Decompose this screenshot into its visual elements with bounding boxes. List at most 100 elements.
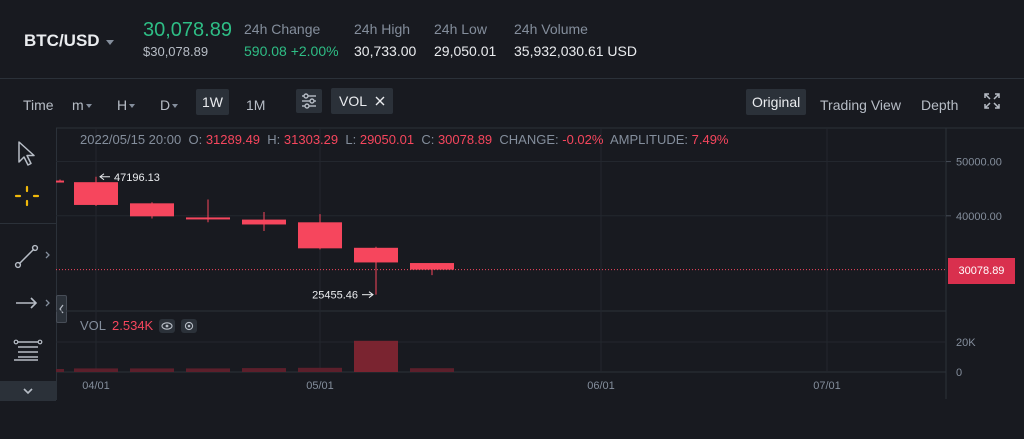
pointer-tool[interactable] (0, 132, 56, 172)
annotation-label: 47196.13 (114, 172, 160, 184)
arrow-tool[interactable] (0, 283, 56, 323)
sidebar-divider (0, 223, 56, 224)
high-value: 31303.29 (283, 132, 339, 147)
annotations: 47196.13 25455.46 (99, 172, 374, 302)
vol-tick-label: 20K (956, 337, 976, 349)
vol-indicator-chip[interactable]: VOL (331, 88, 394, 114)
stat-value: 35,932,030.61 USD (514, 43, 637, 59)
volume-bars (56, 340, 454, 372)
view-trading-view[interactable]: Trading View (820, 97, 901, 113)
interval-minute-label: m (72, 97, 84, 113)
low-value: 29050.01 (359, 132, 415, 147)
vol-chip-label: VOL (339, 93, 368, 109)
stat-24h-volume: 24h Volume 35,932,030.61 USD (514, 21, 637, 59)
stat-24h-change: 24h Change 590.08 +2.00% (244, 21, 339, 59)
y-tick-label: 50000.00 (956, 157, 1002, 169)
volume-bar (186, 368, 230, 372)
interval-hour-label: H (117, 97, 128, 113)
current-price-tag: 30078.89 (948, 258, 1015, 284)
volume-bar (74, 368, 118, 372)
change-value: -0.02% (562, 132, 604, 147)
close-value: 30078.89 (437, 132, 493, 147)
interval-time[interactable]: Time (23, 97, 54, 113)
crosshair-tool[interactable] (0, 176, 56, 216)
interval-hour-dropdown[interactable]: H (117, 93, 136, 117)
chevron-down-icon (23, 388, 33, 395)
sidebar-collapse-handle[interactable] (56, 295, 67, 323)
change-label: CHANGE: (499, 132, 559, 147)
volume-label: VOL (80, 318, 107, 333)
volume-bar (130, 368, 174, 372)
candles (56, 176, 454, 295)
open-value: 31289.49 (205, 132, 261, 147)
high-label: H: (267, 132, 281, 147)
annotation-label: 25455.46 (312, 290, 358, 302)
annotation-arrowhead (368, 291, 374, 299)
trendline-tool[interactable] (0, 236, 56, 276)
cursor-arrow-icon (18, 141, 35, 166)
crosshair-icon (14, 185, 40, 207)
interval-day-label: D (160, 97, 171, 113)
indicator-settings-button[interactable] (296, 89, 322, 113)
chevron-down-icon (172, 104, 179, 109)
ohlc-readout: 2022/05/15 20:00 O: 31289.49 H: 31303.29… (80, 132, 729, 147)
open-label: O: (188, 132, 203, 147)
close-icon[interactable] (375, 96, 385, 106)
fibonacci-icon (13, 339, 43, 361)
stat-value: 30,733.00 (354, 43, 417, 59)
ohlc-date: 2022/05/15 20:00 (80, 132, 182, 147)
chevron-left-icon (59, 304, 64, 314)
drawing-tools-sidebar (0, 128, 57, 400)
volume-readout: VOL 2.534K (80, 318, 198, 333)
volume-bar (410, 368, 454, 372)
volume-bar (354, 340, 398, 372)
candle-body (354, 247, 398, 263)
chart-grid (56, 127, 1024, 399)
amplitude-label: AMPLITUDE: (609, 132, 688, 147)
stat-label: 24h Low (434, 21, 487, 37)
candle-body (74, 182, 118, 205)
stat-24h-low: 24h Low 29,050.01 (434, 21, 496, 59)
candle-body (298, 222, 342, 249)
stat-label: 24h High (354, 21, 411, 37)
candle-body (186, 217, 230, 220)
interval-1m[interactable]: 1M (246, 97, 266, 113)
candle-body (410, 263, 454, 270)
volume-bar (242, 368, 286, 372)
amplitude-value: 7.49% (691, 132, 729, 147)
low-label: L: (345, 132, 357, 147)
chevron-down-icon (85, 104, 92, 109)
vol-tick-label: 0 (956, 367, 962, 379)
pair-selector[interactable]: BTC/USD (24, 31, 114, 51)
x-tick-label: 07/01 (813, 380, 841, 392)
last-price-usd: $30,078.89 (143, 44, 209, 59)
axes: 04/01 05/01 06/01 07/01 50000.00 40000.00 20K 0 (82, 157, 1002, 392)
y-tick-label: 40000.00 (956, 211, 1002, 223)
volume-value: 2.534K (112, 318, 154, 333)
volume-bar (56, 369, 64, 372)
x-tick-label: 04/01 (82, 380, 110, 392)
chart-toolbar (0, 80, 1024, 124)
stat-24h-high: 24h High 30,733.00 (354, 21, 416, 59)
interval-day-dropdown[interactable]: D (160, 93, 179, 117)
fullscreen-icon[interactable] (983, 92, 1001, 110)
x-tick-label: 06/01 (587, 380, 615, 392)
chevron-down-icon (105, 39, 114, 45)
settings-icon[interactable] (181, 318, 198, 333)
view-original[interactable]: Original (746, 89, 807, 115)
annotation-arrowhead (99, 173, 105, 181)
interval-1w[interactable]: 1W (196, 89, 229, 115)
view-depth[interactable]: Depth (921, 97, 959, 113)
sidebar-expand-button[interactable] (0, 381, 56, 401)
chevron-down-icon (129, 104, 136, 109)
fib-tool[interactable] (0, 330, 56, 370)
interval-minute-dropdown[interactable]: m (72, 93, 92, 117)
close-label: C: (421, 132, 435, 147)
pair-label: BTC/USD (24, 31, 100, 50)
eye-icon[interactable] (159, 318, 176, 333)
candle-body (130, 203, 174, 217)
sliders-icon (302, 93, 316, 109)
volume-bar (298, 367, 342, 372)
arrow-right-icon (16, 297, 50, 309)
